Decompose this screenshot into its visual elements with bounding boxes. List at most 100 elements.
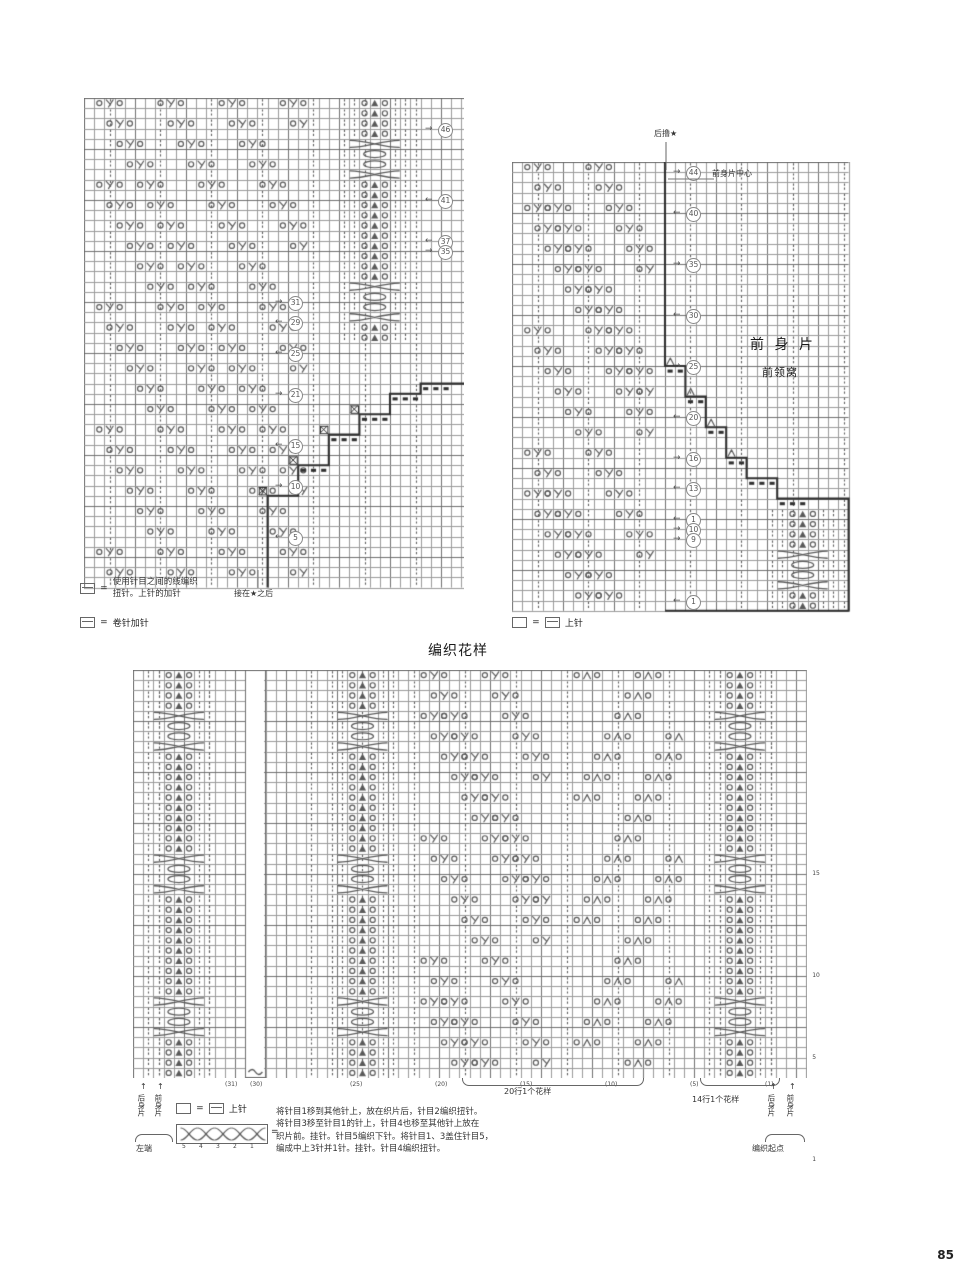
row-number-label: 35 <box>438 245 453 260</box>
row-label-arrow: ← <box>673 412 681 422</box>
row-number-label: 10 <box>288 479 303 495</box>
row-label-arrow: ← <box>275 317 283 328</box>
row-label-arrow: → <box>425 246 433 256</box>
row-number-label: 5 <box>288 530 303 546</box>
cast-on-symbol-box <box>80 617 95 628</box>
cast-on-equals: = <box>100 617 108 628</box>
front-piece-title: 前 身 片 <box>750 337 816 353</box>
cable-legend-number: 5 <box>182 1143 186 1150</box>
row-number-label: 31 <box>288 296 303 311</box>
row-label-arrow: ← <box>673 208 681 218</box>
chart-front-neckline <box>512 162 862 614</box>
purl-equals: = <box>532 617 540 628</box>
row-number-label: 9 <box>686 533 701 549</box>
cable-legend-number: 1 <box>250 1143 254 1150</box>
purl-legend-bottom: = 上针 <box>176 1098 247 1117</box>
row-number-label: 13 <box>686 482 701 498</box>
front-center-label: 前身片中心 <box>712 169 752 178</box>
main-column-tick: (30) <box>250 1081 263 1088</box>
main-column-tick: (1) <box>765 1081 774 1088</box>
cast-on-note-text: 卷针加针 <box>112 619 149 629</box>
main-row-tick: 15 <box>812 870 820 877</box>
cable-legend-number: 4 <box>199 1143 203 1150</box>
instruction-line-1: 将针目1移到其他针上，放在织片后，针目2编织扭针。 <box>276 1107 483 1117</box>
row-number-label: 25 <box>686 360 701 375</box>
main-column-tick: (31) <box>225 1081 238 1088</box>
start-point-back-body-label: 后身片 <box>766 1094 776 1117</box>
purl-symbol-box <box>544 617 560 628</box>
front-neckline-title: 前领窝 <box>762 366 798 379</box>
page-number: 85 <box>937 1248 954 1262</box>
row-label-arrow: → <box>673 167 681 178</box>
chart-back-yoke <box>84 98 464 594</box>
row-label-arrow: ← <box>673 310 681 320</box>
start-point-arrow-back: ↑ <box>770 1082 777 1091</box>
row-label-arrow: → <box>275 480 283 491</box>
row-label-arrow: → <box>673 524 681 535</box>
twist-note-line1: 使用针目之间的线编织 <box>112 577 198 587</box>
row-number-label: 29 <box>288 316 303 332</box>
front-center-leader <box>668 178 714 180</box>
row-label-arrow: → <box>673 361 681 371</box>
start-point-label: 编织起点 <box>752 1144 784 1153</box>
cast-on-legend: = 卷针加针 <box>80 612 149 631</box>
instruction-line-3: 织片前。挂针。针目5编织下针。将针目1、3盖住针目5， <box>276 1131 494 1142</box>
back-mark-leader <box>665 142 667 170</box>
row-label-arrow: → <box>275 297 283 307</box>
main-row-tick: 10 <box>812 972 820 979</box>
left-end-label: 左端 <box>136 1144 152 1153</box>
purl-empty-box-bottom <box>176 1103 191 1114</box>
row-number-label: 16 <box>686 451 701 467</box>
left-end-back-body-label: 后身片 <box>136 1094 146 1117</box>
cable-symbol-legend-box <box>176 1124 268 1144</box>
row-number-label: 30 <box>686 309 701 324</box>
main-column-tick: (25) <box>350 1081 363 1088</box>
row-number-label: 1 <box>686 594 701 610</box>
purl-symbol-box-bottom <box>208 1103 224 1114</box>
row-number-label: 46 <box>438 122 453 138</box>
purl-label: 上针 <box>564 619 583 629</box>
pattern-chart-title: 编织花样 <box>428 643 488 659</box>
left-end-arrow-front: ↑ <box>157 1082 164 1091</box>
cable-legend-equals: = <box>271 1127 279 1137</box>
row-number-label: 35 <box>686 258 701 273</box>
main-row-tick: 5 <box>812 1053 817 1061</box>
twist-legend: = 使用针目之间的线编织 扭针。上针的加针 <box>80 576 198 601</box>
instruction-paragraph: 将针目1移到其他针上，放在织片后，针目2编织扭针。 将针目3移至针目1的针上，针… <box>276 1106 606 1155</box>
row-label-arrow: ← <box>425 195 433 205</box>
start-point-front-body-label: 前身片 <box>785 1094 795 1117</box>
left-end-front-body-label: 前身片 <box>153 1094 163 1117</box>
after-star-divider <box>257 570 259 588</box>
after-star-note: 接在★之后 <box>234 589 274 598</box>
twist-equals: = <box>100 583 108 594</box>
left-end-arrow-back: ↑ <box>140 1082 147 1091</box>
start-point-brace <box>765 1134 805 1142</box>
twist-note-line2: 扭针。上针的加针 <box>112 589 181 600</box>
cable-legend-number: 3 <box>216 1143 220 1150</box>
row-label-arrow: → <box>673 452 681 463</box>
purl-legend-top: = 上针 <box>512 612 583 631</box>
row-label-arrow: ← <box>275 531 283 542</box>
repeat-20rows-label: 20行1个花样 <box>504 1087 552 1096</box>
purl-label-bottom: 上针 <box>228 1105 247 1115</box>
row-label-arrow: → <box>425 123 433 134</box>
purl-empty-box <box>512 617 527 628</box>
instruction-line-2: 将针目3移至针目1的针上，针目4也移至其他针上放在 <box>276 1119 480 1130</box>
main-column-tick: (5) <box>690 1081 699 1088</box>
row-number-label: 25 <box>288 347 303 362</box>
row-label-arrow: ← <box>275 439 283 450</box>
row-number-label: 44 <box>686 166 701 182</box>
repeat-14rows-label: 14行1个花样 <box>692 1095 740 1104</box>
row-number-label: 20 <box>686 411 701 426</box>
instruction-line-4: 编成中上3针并1针。挂针。针目4编织扭针。 <box>276 1143 446 1154</box>
row-number-label: 21 <box>288 387 303 403</box>
row-label-arrow: → <box>673 259 681 269</box>
start-point-arrow-front: ↑ <box>789 1082 796 1091</box>
repeat-14rows-brace <box>700 1078 780 1086</box>
left-end-brace <box>135 1134 173 1142</box>
row-label-arrow: ← <box>425 235 433 246</box>
row-number-label: 41 <box>438 194 453 209</box>
twist-symbol-box <box>80 582 95 594</box>
repeat-20rows-brace <box>462 1078 644 1086</box>
